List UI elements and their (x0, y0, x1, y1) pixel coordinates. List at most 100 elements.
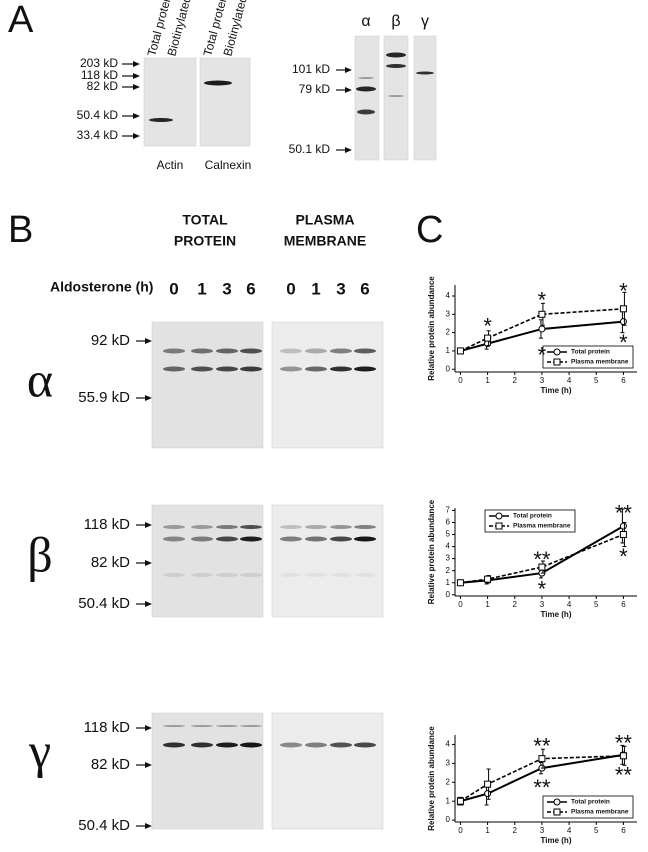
y-tick-label: 2 (446, 328, 451, 337)
band (240, 536, 262, 542)
x-tick-label: 4 (567, 826, 572, 835)
band (354, 348, 376, 354)
legend-label: Total protein (571, 349, 610, 356)
time-value: 3 (222, 279, 231, 298)
x-tick-label: 1 (485, 826, 490, 835)
band (354, 525, 376, 529)
marker-label: 82 kD (91, 756, 130, 773)
band (240, 525, 262, 529)
band (330, 366, 352, 372)
band (216, 366, 238, 372)
band (163, 348, 185, 354)
x-tick-label: 2 (513, 376, 518, 385)
point (456, 797, 464, 805)
x-tick-label: 6 (621, 600, 626, 609)
x-tick-label: 5 (594, 826, 599, 835)
series-line (460, 753, 624, 803)
blot (151, 504, 264, 618)
time-value: 3 (336, 279, 345, 298)
y-tick-label: 6 (446, 518, 451, 527)
band (358, 77, 374, 79)
arrow-head (133, 61, 140, 67)
arrow-head (145, 395, 152, 401)
marker-label: 50.4 kD (78, 817, 130, 834)
band (163, 573, 185, 577)
marker-label: 50.1 kD (289, 142, 331, 156)
band (216, 525, 238, 529)
band (388, 95, 404, 97)
y-tick-label: 1 (446, 796, 451, 805)
band (216, 725, 238, 727)
band (305, 536, 327, 542)
band (163, 725, 185, 727)
marker-label: 55.9 kD (78, 389, 130, 406)
significance-mark: ** (615, 763, 633, 788)
marker-label: 118 kD (81, 68, 118, 82)
time-value: 6 (360, 279, 369, 298)
legend-marker (495, 512, 503, 520)
significance-mark: * (538, 343, 547, 368)
marker-label: 118 kD (84, 719, 131, 736)
band (216, 536, 238, 542)
band (305, 742, 327, 748)
band (280, 536, 302, 542)
point (538, 755, 546, 763)
x-tick-label: 0 (458, 376, 463, 385)
x-tick-label: 2 (513, 600, 518, 609)
significance-mark: * (619, 544, 628, 569)
time-value: 0 (169, 279, 178, 298)
y-tick-label: 7 (446, 506, 451, 515)
point (484, 780, 492, 788)
point (456, 347, 464, 355)
blot (354, 35, 380, 161)
legend-marker (553, 348, 561, 356)
lane-label: α (361, 13, 370, 30)
significance-mark: ** (615, 501, 633, 526)
band (330, 573, 352, 577)
band (330, 742, 352, 748)
band (149, 118, 173, 122)
x-tick-label: 5 (594, 376, 599, 385)
arrow-head (345, 147, 352, 153)
arrow-head (133, 84, 140, 90)
y-axis-label: Relative protein abundance (427, 726, 436, 831)
group-label: PLASMA (295, 212, 354, 228)
significance-mark: ** (615, 731, 633, 756)
x-tick-label: 0 (458, 826, 463, 835)
y-tick-label: 4 (446, 291, 451, 300)
series-line (460, 533, 624, 584)
row-label: β (27, 526, 52, 582)
x-tick-label: 5 (594, 600, 599, 609)
point (484, 790, 492, 798)
significance-mark: ** (533, 733, 551, 758)
band (357, 109, 375, 115)
point (484, 334, 492, 342)
band (305, 573, 327, 577)
blot (271, 504, 384, 618)
marker-label: 79 kD (299, 82, 331, 96)
time-value: 6 (246, 279, 255, 298)
y-tick-label: 0 (446, 364, 451, 373)
band (191, 366, 213, 372)
significance-mark: * (538, 288, 547, 313)
arrow-head (145, 762, 152, 768)
arrow-head (345, 67, 352, 73)
band (191, 725, 213, 727)
band (386, 64, 406, 68)
band (354, 742, 376, 748)
band (280, 348, 302, 354)
legend-label: Plasma membrane (513, 523, 571, 530)
significance-mark: * (619, 330, 628, 355)
blot (413, 35, 437, 161)
group-label: TOTAL (182, 212, 228, 228)
band (163, 366, 185, 372)
point (484, 575, 492, 583)
band (305, 348, 327, 354)
marker-label: 101 kD (292, 62, 330, 76)
y-tick-label: 4 (446, 740, 451, 749)
y-tick-label: 3 (446, 758, 451, 767)
band (216, 348, 238, 354)
x-tick-label: 3 (540, 376, 545, 385)
row-label: α (27, 351, 53, 407)
